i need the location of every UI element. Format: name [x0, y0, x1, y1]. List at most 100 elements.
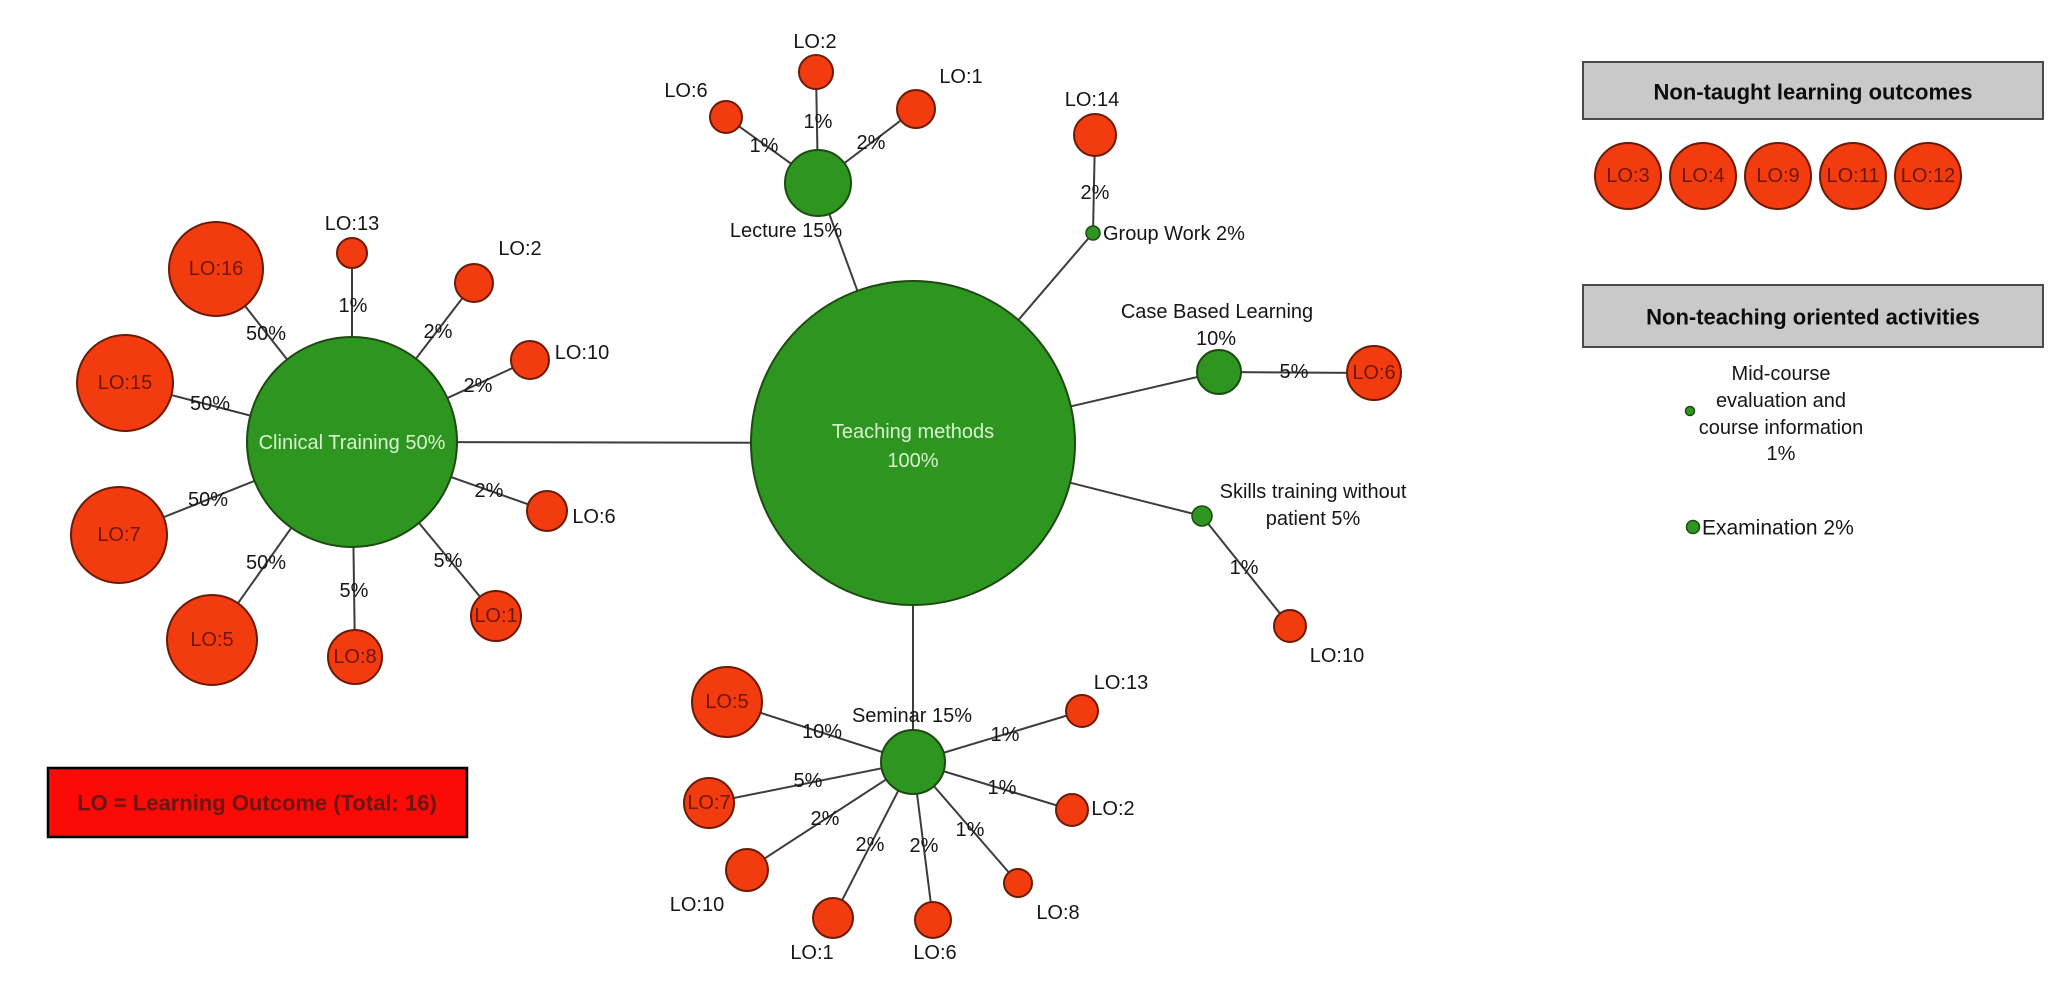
- seminar-lo7-pct: 5%: [794, 770, 823, 792]
- non-taught-lo4-label: LO:4: [1681, 165, 1724, 187]
- clinical-lo5-pct: 50%: [246, 552, 286, 574]
- seminar-lo13-pct: 1%: [991, 724, 1020, 746]
- clinical-training-node: [246, 336, 458, 548]
- non-taught-lo11-node: [1819, 142, 1887, 210]
- casebased-lo6-label: LO:6: [1352, 362, 1395, 384]
- non-teaching-header-box: [1582, 284, 2044, 348]
- mid-course-line2: evaluation and: [1716, 390, 1846, 412]
- clinical-lo8-node: [327, 629, 383, 685]
- non-taught-lo4-node: [1669, 142, 1737, 210]
- group-work-label: Group Work 2%: [1103, 223, 1245, 245]
- groupwork-lo14-node: [1073, 113, 1117, 157]
- clinical-lo13-label: LO:13: [325, 213, 379, 235]
- lecture-lo2-label: LO:2: [793, 31, 836, 53]
- lecture-lo1-label: LO:1: [939, 66, 982, 88]
- non-teaching-title: Non-teaching oriented activities: [1646, 305, 1980, 330]
- seminar-lo1-label: LO:1: [790, 942, 833, 964]
- edge-seminar-lo7: [708, 761, 914, 804]
- non-taught-lo12-label: LO:12: [1901, 165, 1955, 187]
- skills-training-node: [1191, 505, 1213, 527]
- lecture-lo2-node: [798, 54, 834, 90]
- skills-lo10-pct: 1%: [1230, 557, 1259, 579]
- seminar-lo8-pct: 1%: [956, 819, 985, 841]
- non-taught-title: Non-taught learning outcomes: [1654, 80, 1973, 105]
- skills-lo10-node: [1273, 609, 1307, 643]
- legend-label: LO = Learning Outcome (Total: 16): [77, 791, 437, 816]
- seminar-lo5-node: [691, 666, 763, 738]
- seminar-lo8-node: [1003, 868, 1033, 898]
- edge-seminar-lo10: [746, 761, 914, 871]
- clinical-lo1-node: [470, 590, 522, 642]
- clinical-lo7-label: LO:7: [97, 524, 140, 546]
- mid-course-line1: Mid-course: [1732, 363, 1831, 385]
- nodes: [70, 54, 1402, 939]
- lecture-lo6-label: LO:6: [664, 80, 707, 102]
- clinical-lo2-pct: 2%: [424, 321, 453, 343]
- mid-course-line3: course information: [1699, 417, 1864, 439]
- clinical-lo16-pct: 50%: [246, 323, 286, 345]
- clinical-lo13-node: [336, 237, 368, 269]
- seminar-lo6-pct: 2%: [910, 835, 939, 857]
- mid-course-line4: 1%: [1767, 443, 1796, 465]
- casebased-lo6-node: [1346, 345, 1402, 401]
- seminar-lo10-pct: 2%: [811, 808, 840, 830]
- seminar-lo13-node: [1065, 694, 1099, 728]
- lecture-lo1-pct: 2%: [857, 132, 886, 154]
- clinical-lo2-label: LO:2: [498, 238, 541, 260]
- clinical-lo15-node: [76, 334, 174, 432]
- skills-label-line2: patient 5%: [1266, 508, 1361, 530]
- clinical-lo7-node: [70, 486, 168, 584]
- lecture-node: [784, 149, 852, 217]
- groupwork-lo14-label: LO:14: [1065, 89, 1119, 111]
- clinical-lo15-pct: 50%: [190, 393, 230, 415]
- case-based-learning-node: [1196, 349, 1242, 395]
- teaching-methods-node: [750, 280, 1076, 606]
- seminar-lo2-pct: 1%: [988, 777, 1017, 799]
- clinical-lo13-pct: 1%: [339, 295, 368, 317]
- clinical-training-label: Clinical Training 50%: [259, 432, 446, 454]
- skills-label-line1: Skills training without: [1220, 481, 1407, 503]
- seminar-lo10-node: [725, 848, 769, 892]
- clinical-lo6-pct: 2%: [475, 480, 504, 502]
- non-taught-lo9-label: LO:9: [1756, 165, 1799, 187]
- clinical-lo1-label: LO:1: [474, 605, 517, 627]
- groupwork-lo14-pct: 2%: [1081, 182, 1110, 204]
- seminar-lo5-pct: 10%: [802, 721, 842, 743]
- clinical-lo15-label: LO:15: [98, 372, 152, 394]
- seminar-lo7-node: [683, 777, 735, 829]
- clinical-lo2-node: [454, 263, 494, 303]
- clinical-lo6-label: LO:6: [572, 506, 615, 528]
- seminar-lo2-label: LO:2: [1091, 798, 1134, 820]
- examination-label: Examination 2%: [1702, 517, 1854, 540]
- seminar-lo13-label: LO:13: [1094, 672, 1148, 694]
- clinical-lo6-node: [526, 490, 568, 532]
- examination-dot: [1685, 519, 1701, 535]
- teaching-methods-label: Teaching methods: [832, 421, 994, 443]
- casebased-lo6-pct: 5%: [1280, 361, 1309, 383]
- mid-course-dot: [1684, 405, 1696, 417]
- clinical-lo16-label: LO:16: [189, 258, 243, 280]
- seminar-lo5-label: LO:5: [705, 691, 748, 713]
- non-taught-lo3-label: LO:3: [1606, 165, 1649, 187]
- seminar-lo1-node: [812, 897, 854, 939]
- clinical-lo7-pct: 50%: [188, 489, 228, 511]
- clinical-lo10-pct: 2%: [464, 375, 493, 397]
- seminar-node: [880, 729, 946, 795]
- seminar-lo2-node: [1055, 793, 1089, 827]
- clinical-lo16-node: [168, 221, 264, 317]
- edge-skills-lo10: [1201, 515, 1291, 627]
- clinical-lo10-label: LO:10: [555, 342, 609, 364]
- seminar-lo6-label: LO:6: [913, 942, 956, 964]
- seminar-lo6-node: [914, 901, 952, 939]
- non-taught-lo3-node: [1594, 142, 1662, 210]
- seminar-lo10-label: LO:10: [670, 894, 724, 916]
- case-based-label-line2: 10%: [1196, 328, 1236, 350]
- non-taught-lo12-node: [1894, 142, 1962, 210]
- skills-lo10-label: LO:10: [1310, 645, 1364, 667]
- legend-box: [46, 766, 469, 839]
- clinical-lo5-node: [166, 594, 258, 686]
- non-taught-header-box: [1582, 61, 2044, 120]
- group-work-node: [1085, 225, 1101, 241]
- seminar-label: Seminar 15%: [852, 705, 972, 727]
